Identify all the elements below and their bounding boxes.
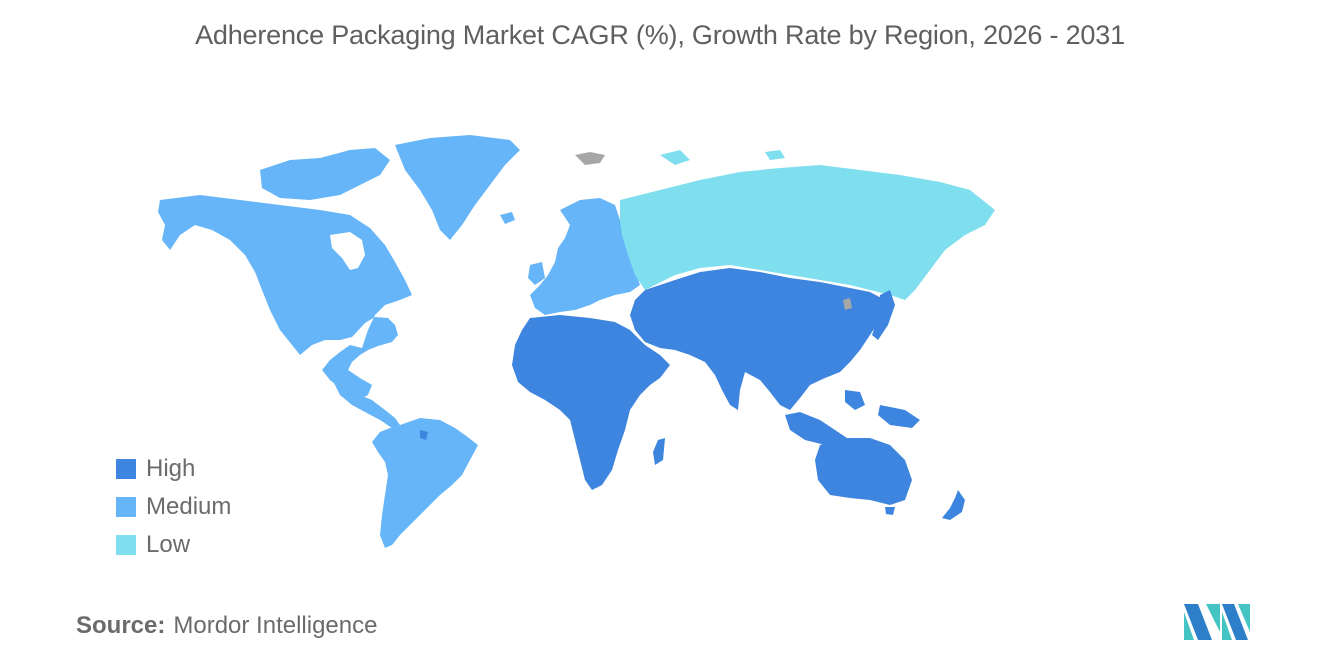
region-south-america <box>372 418 478 548</box>
mordor-intelligence-logo-icon <box>1184 604 1250 640</box>
legend-swatch-medium <box>116 497 136 517</box>
source-label: Source: <box>76 612 166 639</box>
source-value: Mordor Intelligence <box>173 612 378 639</box>
legend-label: Medium <box>146 493 232 520</box>
legend-item-medium: Medium <box>116 488 231 526</box>
region-north-america <box>158 135 520 428</box>
map-legend: High Medium Low <box>116 450 231 564</box>
source-attribution: Source: Mordor Intelligence <box>76 612 377 640</box>
legend-swatch-high <box>116 459 136 479</box>
region-europe <box>500 198 640 315</box>
region-middle-east-africa <box>512 315 670 490</box>
region-no-data <box>575 152 852 310</box>
chart-title: Adherence Packaging Market CAGR (%), Gro… <box>195 20 1125 50</box>
legend-label: Low <box>146 531 191 558</box>
region-russia <box>620 150 995 300</box>
region-asia-pacific <box>630 268 965 520</box>
legend-item-high: High <box>116 450 231 488</box>
legend-swatch-low <box>116 535 136 555</box>
legend-item-low: Low <box>116 526 231 564</box>
legend-label: High <box>146 455 196 482</box>
